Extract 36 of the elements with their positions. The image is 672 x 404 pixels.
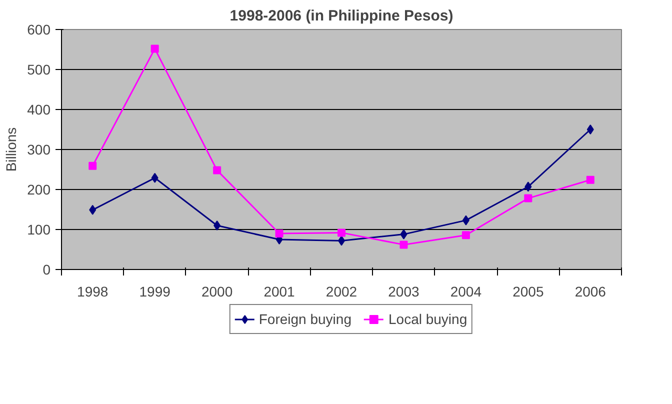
x-tick-label: 2004 [450,284,482,300]
x-tick-label: 2002 [326,284,358,300]
point [338,228,346,237]
x-tick-label: 2005 [512,284,544,300]
point [88,162,97,170]
point [275,230,284,238]
x-tick-label: 2006 [574,284,606,300]
y-tick-label: 400 [27,102,51,118]
point [586,176,594,184]
x-tick-label: 2001 [264,284,296,300]
x-tick-label: 2000 [201,284,233,300]
y-tick-label: 200 [27,182,51,198]
x-tick-label: 1998 [77,284,108,300]
point [524,182,532,192]
y-tick-label: 0 [42,262,51,278]
point [524,194,532,202]
point [400,229,408,240]
legend-label: Foreign buying [258,311,352,327]
point [213,166,222,174]
point [400,240,408,249]
legend-label: Local buying [388,311,468,327]
chart-title: 1998-2006 (in Philippine Pesos) [230,8,454,24]
y-tick-label: 600 [27,22,51,38]
point [586,124,594,134]
y-tick-label: 100 [27,222,51,238]
point [462,215,470,226]
y-axis-title: Billions [3,127,20,172]
y-tick-label: 500 [27,62,51,78]
point [150,44,159,53]
point [214,220,221,230]
point [89,204,96,215]
y-tick-label: 300 [27,142,51,158]
x-tick-label: 2003 [388,284,420,300]
point [151,172,158,183]
point [462,231,470,240]
x-tick-label: 1999 [139,284,171,300]
